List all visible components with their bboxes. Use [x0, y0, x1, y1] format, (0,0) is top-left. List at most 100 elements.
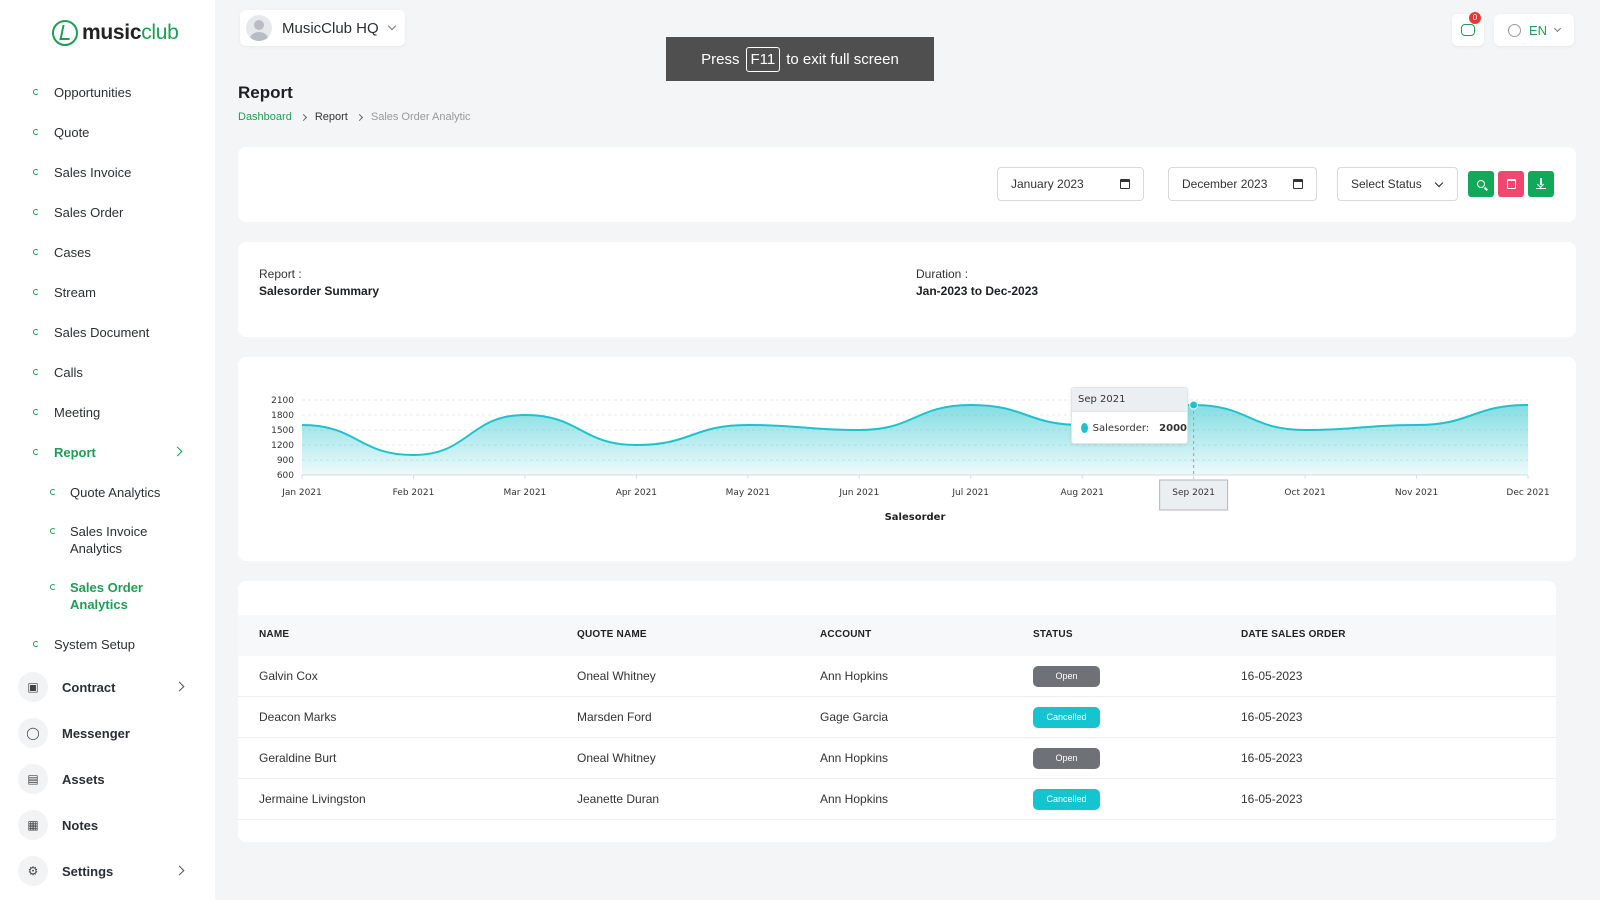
- sidebar-item-calls[interactable]: Calls: [0, 352, 215, 392]
- sidebar-item-sales-order[interactable]: Sales Order: [0, 192, 215, 232]
- sidebar-item-label: Contract: [62, 679, 116, 695]
- x-tick-label: Oct 2021: [1284, 488, 1325, 498]
- series-line: [301, 403, 1529, 457]
- sidebar-item-cases[interactable]: Cases: [0, 232, 215, 272]
- sidebar-item-sales-order-analytics[interactable]: Sales Order Analytics: [0, 568, 215, 624]
- breadcrumb-current: Sales Order Analytic: [370, 111, 471, 123]
- status-select-value: Select Status: [1351, 177, 1422, 191]
- chart-tooltip: Sep 2021 Salesorder: 2000: [1071, 387, 1188, 444]
- sidebar-item-meeting[interactable]: Meeting: [0, 392, 215, 432]
- area-chart[interactable]: 600 900 1200 1500 1800 2100 Jan 2021 Feb 2021 Ma…: [238, 357, 1576, 561]
- contract-icon: ▣: [18, 672, 48, 702]
- sidebar-item-sales-document[interactable]: Sales Document: [0, 312, 215, 352]
- highlighted-data-point[interactable]: [1189, 400, 1199, 410]
- status-select[interactable]: Select Status: [1337, 167, 1458, 201]
- table-row[interactable]: Deacon Marks Marsden Ford Gage Garcia Cance…: [238, 697, 1556, 738]
- search-icon: [1477, 180, 1485, 188]
- sidebar-item-notes[interactable]: ▦ Notes: [0, 802, 215, 848]
- y-tick-label: 2100: [271, 396, 294, 406]
- from-month-input[interactable]: January 2023: [997, 167, 1144, 201]
- chevron-right-icon: [355, 113, 363, 121]
- to-month-value: December 2023: [1182, 177, 1268, 191]
- column-header-quote-name[interactable]: QUOTE NAME: [577, 629, 647, 640]
- x-hover-label-box: [1159, 479, 1229, 511]
- sidebar-item-stream[interactable]: Stream: [0, 272, 215, 312]
- table-row[interactable]: Jermaine Livingston Jeanette Duran Ann Hop…: [238, 779, 1556, 820]
- sidebar-item-label: Assets: [62, 771, 105, 787]
- sidebar-item-settings[interactable]: ⚙ Settings: [0, 848, 215, 894]
- breadcrumb: Dashboard Report Sales Order Analytic: [238, 111, 471, 123]
- tooltip-series: Salesorder:: [1092, 422, 1150, 434]
- fullscreen-key: F11: [745, 46, 781, 72]
- table-row[interactable]: Galvin Cox Oneal Whitney Ann Hopkins Open 16…: [238, 656, 1556, 697]
- sidebar: musicclub Opportunities Quote Sales Invo…: [0, 0, 215, 900]
- sidebar-item-sales-invoice-analytics[interactable]: Sales Invoice Analytics: [0, 512, 215, 568]
- sidebar-item-label: Sales Document: [54, 324, 150, 340]
- status-badge: Cancelled: [1033, 789, 1100, 810]
- report-summary: Report : Salesorder Summary Duration : J…: [238, 242, 1576, 337]
- sidebar-nav: Opportunities Quote Sales Invoice Sales …: [0, 72, 215, 894]
- chevron-right-icon: [174, 681, 185, 692]
- page-title: Report: [238, 83, 293, 102]
- bullet-icon: [33, 369, 39, 375]
- duration-value: Jan-2023 to Dec-2023: [916, 284, 1039, 298]
- sidebar-item-contract[interactable]: ▣ Contract: [0, 664, 215, 710]
- cell-name: Jermaine Livingston: [259, 792, 366, 806]
- column-header-name[interactable]: NAME: [259, 629, 290, 640]
- x-tick-label: Dec 2021: [1506, 488, 1549, 498]
- download-button[interactable]: [1528, 171, 1554, 197]
- sidebar-item-quote-analytics[interactable]: Quote Analytics: [0, 472, 215, 512]
- search-button[interactable]: [1468, 171, 1494, 197]
- sidebar-item-report[interactable]: Report: [0, 432, 215, 472]
- notifications-button[interactable]: 0: [1452, 12, 1484, 46]
- sidebar-item-label: Notes: [62, 817, 99, 833]
- bullet-icon: [50, 528, 56, 534]
- bullet-icon: [33, 449, 39, 455]
- cell-name: Geraldine Burt: [259, 751, 337, 765]
- cell-account: Ann Hopkins: [820, 669, 889, 683]
- tooltip-value: 2000: [1159, 422, 1187, 434]
- workspace-name: MusicClub HQ: [282, 19, 379, 37]
- bullet-icon: [33, 169, 39, 175]
- sidebar-item-quote[interactable]: Quote: [0, 112, 215, 152]
- bullet-icon: [33, 249, 39, 255]
- to-month-input[interactable]: December 2023: [1168, 167, 1317, 201]
- breadcrumb-report[interactable]: Report: [314, 111, 348, 123]
- x-tick-label: Sep 2021: [1172, 488, 1215, 498]
- column-header-date[interactable]: DATE SALES ORDER: [1241, 629, 1346, 640]
- tooltip-title: Sep 2021: [1072, 388, 1187, 412]
- chevron-right-icon: [299, 113, 307, 121]
- breadcrumb-dashboard[interactable]: Dashboard: [238, 111, 292, 123]
- cell-quote-name: Oneal Whitney: [577, 751, 656, 765]
- table-row[interactable]: Geraldine Burt Oneal Whitney Ann Hopkins Op…: [238, 738, 1556, 779]
- column-header-account[interactable]: ACCOUNT: [820, 629, 872, 640]
- notification-badge: 0: [1469, 12, 1481, 24]
- sidebar-item-label: Settings: [62, 863, 114, 879]
- bullet-icon: [33, 329, 39, 335]
- sidebar-item-opportunities[interactable]: Opportunities: [0, 72, 215, 112]
- sidebar-item-system-setup[interactable]: System Setup: [0, 624, 215, 664]
- sidebar-item-label: Quote Analytics: [70, 484, 161, 500]
- cell-date: 16-05-2023: [1241, 751, 1303, 765]
- clear-filter-button[interactable]: [1498, 171, 1524, 197]
- calendar-icon[interactable]: [1293, 179, 1303, 189]
- sidebar-item-label: Messenger: [62, 725, 130, 741]
- sidebar-item-messenger[interactable]: ◯ Messenger: [0, 710, 215, 756]
- calendar-icon[interactable]: [1120, 179, 1130, 189]
- x-tick-label: Jan 2021: [281, 488, 322, 498]
- from-month-value: January 2023: [1011, 177, 1084, 191]
- fullscreen-notice-after: to exit full screen: [786, 50, 899, 68]
- workspace-selector[interactable]: MusicClub HQ: [240, 10, 405, 46]
- sidebar-item-label: Cases: [54, 244, 91, 260]
- report-value: Salesorder Summary: [259, 284, 380, 298]
- app-logo[interactable]: musicclub: [52, 20, 179, 46]
- language-selector[interactable]: EN: [1494, 14, 1574, 46]
- sidebar-item-label: Stream: [54, 284, 96, 300]
- sidebar-item-assets[interactable]: ▤ Assets: [0, 756, 215, 802]
- clear-filter-icon: [1506, 179, 1516, 189]
- cell-date: 16-05-2023: [1241, 792, 1303, 806]
- sidebar-item-label: Sales Order: [54, 204, 124, 220]
- sidebar-item-sales-invoice[interactable]: Sales Invoice: [0, 152, 215, 192]
- sidebar-item-label: Sales Order Analytics: [70, 580, 143, 612]
- column-header-status[interactable]: STATUS: [1033, 629, 1073, 640]
